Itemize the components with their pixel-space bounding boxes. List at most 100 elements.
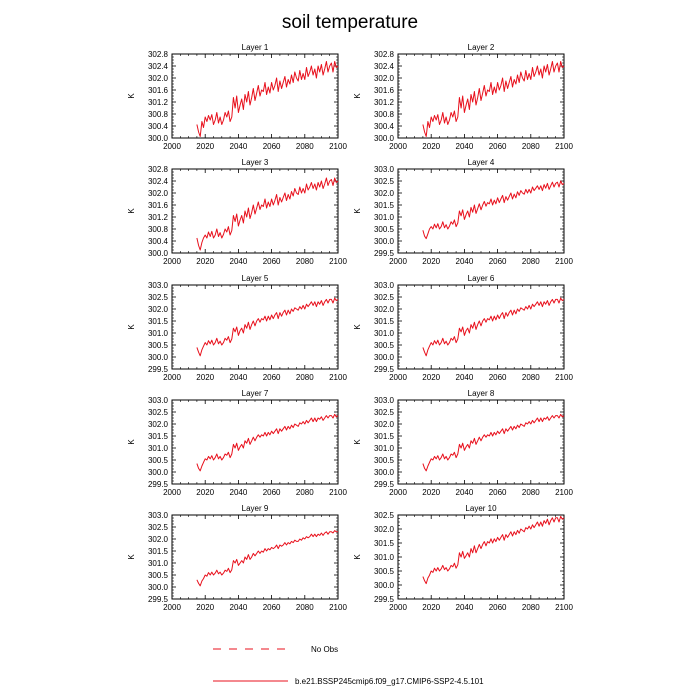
series-line	[422, 61, 565, 137]
y-tick-label: 300.0	[374, 134, 395, 143]
y-tick-label: 300.0	[374, 581, 395, 590]
x-tick-label: 2060	[263, 257, 281, 266]
x-tick-label: 2020	[422, 373, 440, 382]
panel-title: Layer 8	[468, 389, 495, 398]
y-tick-label: 300.8	[374, 110, 395, 119]
y-tick-label: 302.0	[374, 305, 395, 314]
panel-layer-6: Layer 6 K 2000 2020 2040 2060 2080 2100 299.5 300…	[353, 274, 573, 382]
figure-title: soil temperature	[282, 12, 418, 33]
x-tick-label: 2040	[456, 373, 474, 382]
x-tick-label: 2080	[522, 142, 540, 151]
y-tick-label: 301.5	[374, 317, 395, 326]
plot-frame	[171, 168, 339, 254]
y-tick-label: 300.0	[148, 353, 169, 362]
y-tick-label: 301.0	[148, 329, 169, 338]
plot-frame	[171, 399, 339, 485]
y-tick-label: 301.0	[148, 444, 169, 453]
series-line	[422, 180, 565, 240]
x-tick-label: 2060	[263, 142, 281, 151]
y-tick-label: 302.5	[374, 177, 395, 186]
y-tick-label: 301.2	[374, 98, 395, 107]
y-tick-label: 302.4	[374, 62, 395, 71]
y-tick-label: 299.5	[374, 249, 395, 258]
y-tick-label: 300.4	[374, 122, 395, 131]
x-tick-label: 2100	[329, 603, 347, 612]
x-tick-label: 2100	[555, 142, 573, 151]
y-tick-label: 302.5	[374, 408, 395, 417]
y-tick-label: 300.0	[374, 237, 395, 246]
panel-title: Layer 6	[468, 274, 495, 283]
series-line	[196, 177, 339, 251]
y-axis-label: K	[353, 324, 362, 330]
x-tick-label: 2000	[163, 488, 181, 497]
x-tick-label: 2100	[329, 142, 347, 151]
panel-title: Layer 1	[242, 43, 269, 52]
x-tick-label: 2060	[263, 373, 281, 382]
x-tick-label: 2040	[230, 488, 248, 497]
y-tick-label: 301.2	[148, 213, 169, 222]
y-tick-label: 302.0	[148, 189, 169, 198]
y-axis-label: K	[353, 439, 362, 445]
x-tick-label: 2000	[163, 257, 181, 266]
panel-title: Layer 9	[242, 504, 269, 513]
x-tick-label: 2100	[329, 373, 347, 382]
series-line	[422, 297, 565, 357]
x-tick-label: 2040	[456, 142, 474, 151]
y-tick-label: 299.5	[148, 480, 169, 489]
y-tick-label: 302.0	[374, 525, 395, 534]
plot-frame	[397, 168, 565, 254]
y-tick-label: 300.5	[148, 341, 169, 350]
series-line	[422, 515, 565, 585]
y-tick-label: 302.0	[148, 535, 169, 544]
x-tick-label: 2040	[230, 373, 248, 382]
panel-title: Layer 3	[242, 158, 269, 167]
panel-grid: Layer 1 K 2000 2020 2040 2060 2080 2100 300.0 300…	[127, 43, 573, 612]
y-tick-label: 300.5	[374, 456, 395, 465]
y-tick-label: 302.0	[374, 74, 395, 83]
y-tick-label: 300.0	[148, 468, 169, 477]
panel-title: Layer 7	[242, 389, 269, 398]
panel-layer-2: Layer 2 K 2000 2020 2040 2060 2080 2100 300.0 300…	[353, 43, 573, 151]
y-tick-label: 301.5	[148, 547, 169, 556]
y-tick-label: 299.5	[148, 595, 169, 604]
y-axis-label: K	[127, 93, 136, 99]
y-tick-label: 299.5	[374, 595, 395, 604]
x-tick-label: 2020	[196, 257, 214, 266]
y-tick-label: 302.0	[148, 420, 169, 429]
x-tick-label: 2060	[489, 373, 507, 382]
y-axis-label: K	[127, 554, 136, 560]
x-tick-label: 2040	[230, 603, 248, 612]
y-tick-label: 302.8	[148, 165, 169, 174]
y-tick-label: 301.5	[374, 432, 395, 441]
y-tick-label: 303.0	[374, 396, 395, 405]
x-tick-label: 2000	[389, 488, 407, 497]
y-tick-label: 302.0	[374, 189, 395, 198]
y-tick-label: 301.0	[148, 559, 169, 568]
y-tick-label: 302.8	[374, 50, 395, 59]
y-tick-label: 302.5	[148, 293, 169, 302]
panel-layer-5: Layer 5 K 2000 2020 2040 2060 2080 2100 299.5 300…	[127, 274, 347, 382]
y-tick-label: 301.6	[148, 201, 169, 210]
y-tick-label: 302.5	[374, 293, 395, 302]
y-tick-label: 300.0	[148, 249, 169, 258]
y-tick-label: 300.8	[148, 225, 169, 234]
series-line	[196, 530, 338, 587]
x-tick-label: 2060	[489, 603, 507, 612]
plot-frame	[171, 284, 339, 370]
y-tick-label: 303.0	[148, 511, 169, 520]
x-tick-label: 2000	[163, 603, 181, 612]
x-tick-label: 2020	[196, 603, 214, 612]
y-tick-label: 300.5	[374, 225, 395, 234]
y-tick-label: 300.5	[374, 567, 395, 576]
x-tick-label: 2000	[389, 603, 407, 612]
x-tick-label: 2080	[296, 257, 314, 266]
series-line	[196, 297, 339, 357]
panel-title: Layer 4	[468, 158, 495, 167]
x-tick-label: 2080	[296, 488, 314, 497]
x-tick-label: 2100	[555, 373, 573, 382]
x-tick-label: 2060	[263, 603, 281, 612]
y-tick-label: 301.5	[374, 539, 395, 548]
y-tick-label: 302.5	[148, 408, 169, 417]
y-axis-label: K	[127, 439, 136, 445]
y-axis-label: K	[353, 554, 362, 560]
